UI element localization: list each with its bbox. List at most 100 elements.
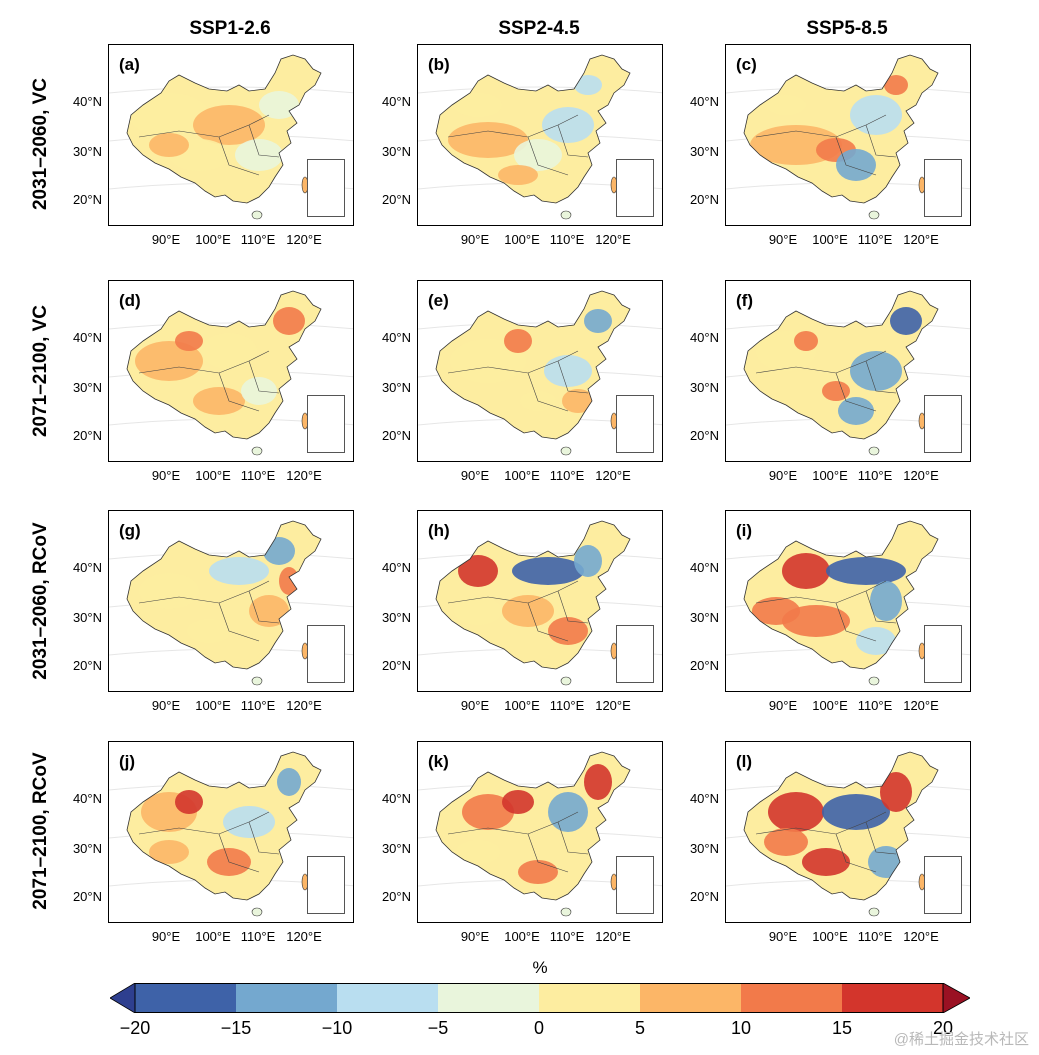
longitude-label: 110°E — [857, 698, 893, 713]
latitude-label: 40°N — [381, 330, 411, 345]
latitude-label: 40°N — [72, 94, 102, 109]
latitude-label: 30°N — [381, 380, 411, 395]
latitude-label: 20°N — [72, 428, 102, 443]
longitude-label: 100°E — [195, 929, 231, 944]
longitude-label: 100°E — [812, 929, 848, 944]
longitude-label: 90°E — [151, 929, 181, 944]
watermark: @稀土掘金技术社区 — [893, 1031, 1029, 1048]
longitude-label: 100°E — [195, 468, 231, 483]
colorbar-tick-label: 0 — [533, 1018, 544, 1038]
longitude-label: 120°E — [903, 468, 939, 483]
panel-label: (b) — [428, 55, 450, 74]
latitude-label: 20°N — [381, 428, 411, 443]
longitude-label: 110°E — [240, 698, 276, 713]
south-china-sea-inset — [924, 159, 962, 217]
latitude-label: 40°N — [72, 560, 102, 575]
longitude-label: 120°E — [903, 698, 939, 713]
map-panel: (f) — [725, 280, 971, 462]
latitude-label: 20°N — [689, 889, 719, 904]
colorbar-segment — [539, 983, 640, 1013]
longitude-label: 120°E — [595, 698, 631, 713]
china-map — [418, 751, 662, 917]
longitude-label: 100°E — [195, 232, 231, 247]
panel-label: (g) — [119, 521, 141, 540]
longitude-label: 120°E — [595, 232, 631, 247]
south-china-sea-inset — [616, 625, 654, 683]
china-map — [418, 290, 662, 456]
latitude-label: 20°N — [381, 889, 411, 904]
longitude-label: 110°E — [857, 468, 893, 483]
map-panel: (i) — [725, 510, 971, 692]
longitude-label: 120°E — [595, 929, 631, 944]
longitude-label: 90°E — [151, 468, 181, 483]
colorbar-tick-label: −10 — [321, 1018, 353, 1038]
colorbar-tick-label: −20 — [119, 1018, 151, 1038]
longitude-label: 110°E — [240, 232, 276, 247]
latitude-label: 30°N — [72, 610, 102, 625]
longitude-label: 100°E — [504, 929, 540, 944]
china-map — [726, 520, 970, 686]
longitude-label: 120°E — [286, 929, 322, 944]
longitude-label: 120°E — [286, 232, 322, 247]
longitude-label: 100°E — [504, 468, 540, 483]
colorbar-tick-label: 10 — [730, 1018, 752, 1038]
latitude-label: 40°N — [381, 94, 411, 109]
colorbar-segment — [640, 983, 741, 1013]
longitude-label: 110°E — [549, 929, 585, 944]
map-panel: (j) — [108, 741, 354, 923]
latitude-label: 40°N — [72, 791, 102, 806]
longitude-label: 90°E — [460, 698, 490, 713]
colorbar-title: % — [532, 958, 548, 977]
china-map — [418, 520, 662, 686]
longitude-label: 110°E — [240, 929, 276, 944]
longitude-label: 100°E — [195, 698, 231, 713]
longitude-label: 90°E — [768, 468, 798, 483]
row-title-2071-2100-rcov: 2071–2100, RCoV — [30, 752, 51, 910]
south-china-sea-inset — [616, 395, 654, 453]
latitude-label: 40°N — [689, 94, 719, 109]
latitude-label: 30°N — [72, 380, 102, 395]
latitude-label: 40°N — [689, 560, 719, 575]
latitude-label: 30°N — [381, 610, 411, 625]
longitude-label: 120°E — [286, 468, 322, 483]
latitude-label: 30°N — [689, 144, 719, 159]
latitude-label: 20°N — [381, 192, 411, 207]
longitude-label: 90°E — [460, 929, 490, 944]
china-map — [726, 751, 970, 917]
panel-label: (h) — [428, 521, 450, 540]
latitude-label: 20°N — [689, 192, 719, 207]
latitude-label: 20°N — [72, 658, 102, 673]
panel-label: (k) — [428, 752, 449, 771]
longitude-label: 90°E — [768, 929, 798, 944]
china-map — [726, 54, 970, 220]
south-china-sea-inset — [307, 159, 345, 217]
panel-label: (d) — [119, 291, 141, 310]
map-panel: (b) — [417, 44, 663, 226]
longitude-label: 110°E — [857, 929, 893, 944]
panel-label: (l) — [736, 752, 753, 771]
colorbar-tick-label: 5 — [634, 1018, 645, 1038]
row-title-2031-2060-rcov: 2031–2060, RCoV — [30, 522, 51, 680]
colorbar-segment — [842, 983, 943, 1013]
longitude-label: 110°E — [549, 468, 585, 483]
colorbar-segment — [337, 983, 438, 1013]
longitude-label: 90°E — [768, 232, 798, 247]
colorbar-segment — [438, 983, 539, 1013]
panel-label: (i) — [736, 521, 753, 540]
longitude-label: 120°E — [903, 232, 939, 247]
longitude-label: 90°E — [768, 698, 798, 713]
row-title-2031-2060-vc: 2031–2060, VC — [30, 77, 51, 211]
longitude-label: 90°E — [460, 232, 490, 247]
china-map — [109, 290, 353, 456]
latitude-label: 30°N — [72, 144, 102, 159]
latitude-label: 30°N — [381, 144, 411, 159]
column-title-ssp126: SSP1-2.6 — [189, 18, 271, 39]
map-panel: (a) — [108, 44, 354, 226]
longitude-label: 110°E — [549, 698, 585, 713]
latitude-label: 20°N — [381, 658, 411, 673]
map-panel: (k) — [417, 741, 663, 923]
latitude-label: 30°N — [72, 841, 102, 856]
china-map — [418, 54, 662, 220]
map-panel: (g) — [108, 510, 354, 692]
latitude-label: 20°N — [689, 428, 719, 443]
